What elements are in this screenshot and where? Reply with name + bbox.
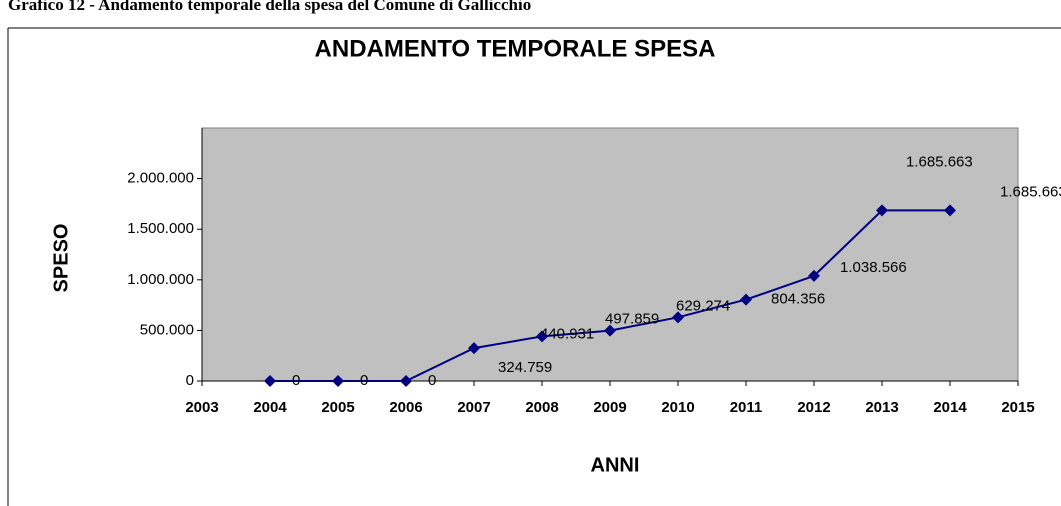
marker — [808, 269, 820, 282]
marker — [536, 330, 548, 343]
y-tick-label: 0 — [186, 372, 194, 389]
x-tick-label: 2010 — [661, 399, 694, 416]
data-label: 0 — [360, 372, 368, 389]
caption: Grafico 12 - Andamento temporale della s… — [8, 0, 531, 14]
y-tick-label: 1.000.000 — [127, 271, 194, 288]
data-label: 497.859 — [605, 311, 659, 328]
marker — [400, 375, 412, 387]
marker — [332, 375, 344, 387]
data-label: 0 — [292, 372, 300, 389]
marker — [944, 204, 956, 217]
y-axis-label: SPESO — [50, 224, 72, 293]
x-tick-label: 2013 — [865, 399, 898, 416]
data-label: 804.356 — [771, 291, 825, 308]
x-tick-label: 2004 — [253, 399, 287, 416]
x-tick-label: 2011 — [730, 399, 763, 416]
marker — [876, 204, 888, 217]
chart-title: ANDAMENTO TEMPORALE SPESA — [315, 35, 716, 62]
marker — [264, 375, 276, 387]
y-tick-label: 1.500.000 — [127, 220, 194, 237]
x-tick-label: 2008 — [525, 399, 558, 416]
x-tick-label: 2006 — [389, 399, 422, 416]
x-tick-label: 2014 — [933, 399, 967, 416]
data-label: 1.038.566 — [840, 259, 907, 276]
data-label: 1.685.663 — [906, 153, 973, 170]
data-label: 440.931 — [540, 325, 594, 342]
data-label: 0 — [428, 372, 436, 389]
marker — [604, 324, 616, 337]
marker — [468, 342, 480, 355]
data-label: 629.274 — [676, 297, 730, 314]
y-tick-label: 500.000 — [140, 321, 194, 338]
marker — [672, 311, 684, 324]
x-tick-label: 2003 — [185, 399, 218, 416]
x-tick-label: 2005 — [321, 399, 354, 416]
marker — [740, 293, 752, 306]
data-label: 324.759 — [498, 359, 552, 376]
y-tick-label: 2.000.000 — [127, 170, 194, 187]
x-tick-label: 2012 — [797, 399, 830, 416]
plot-area — [201, 127, 1019, 382]
x-axis-label: ANNI — [591, 454, 640, 476]
data-label: 1.685.663 — [1000, 183, 1061, 200]
x-tick-label: 2015 — [1001, 399, 1034, 416]
x-tick-label: 2007 — [457, 399, 490, 416]
x-tick-label: 2009 — [593, 399, 626, 416]
